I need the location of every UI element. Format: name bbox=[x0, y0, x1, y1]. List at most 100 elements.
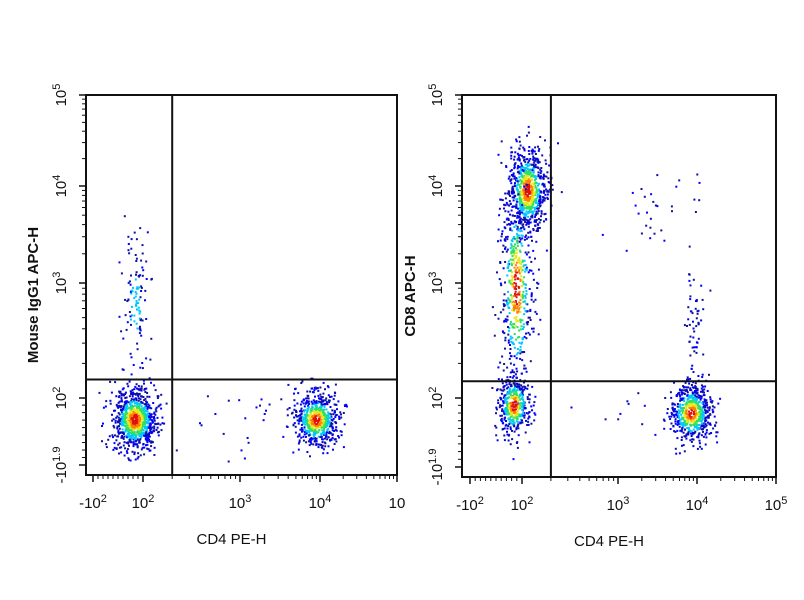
event-dot bbox=[517, 277, 520, 280]
event-dot bbox=[524, 221, 527, 223]
event-dot bbox=[686, 413, 689, 416]
event-dot bbox=[532, 157, 535, 159]
event-dot bbox=[318, 415, 321, 418]
event-dot bbox=[518, 222, 521, 225]
event-dot bbox=[319, 424, 322, 427]
event-dot bbox=[513, 412, 516, 414]
event-dot bbox=[505, 320, 508, 323]
event-dot bbox=[302, 422, 305, 425]
tick-exponent: 5 bbox=[427, 84, 439, 90]
event-dot bbox=[519, 144, 522, 147]
event-dot bbox=[539, 175, 542, 178]
event-dot bbox=[507, 413, 510, 416]
event-dot bbox=[505, 383, 508, 386]
event-dot bbox=[142, 425, 145, 428]
event-dot bbox=[698, 199, 701, 202]
event-dot bbox=[306, 390, 309, 393]
event-dot bbox=[519, 219, 522, 222]
event-dot bbox=[631, 191, 634, 194]
event-dot bbox=[512, 173, 515, 176]
event-dot bbox=[505, 250, 508, 253]
event-dot bbox=[147, 448, 150, 451]
event-dot bbox=[516, 411, 519, 414]
event-dot bbox=[129, 414, 132, 417]
event-dot bbox=[334, 414, 337, 417]
event-dot bbox=[491, 306, 494, 309]
event-dot bbox=[124, 393, 127, 396]
event-dot bbox=[706, 401, 708, 404]
event-dot bbox=[517, 166, 520, 169]
event-dot bbox=[690, 430, 693, 433]
event-dot bbox=[131, 415, 134, 418]
event-dot bbox=[135, 302, 138, 305]
event-dot bbox=[699, 398, 702, 401]
event-dot bbox=[530, 292, 533, 295]
event-dot bbox=[673, 430, 676, 433]
event-dot bbox=[514, 405, 517, 408]
event-dot bbox=[134, 421, 136, 424]
event-dot bbox=[538, 200, 541, 203]
event-dot bbox=[703, 404, 706, 407]
event-dot bbox=[541, 154, 544, 157]
event-dot bbox=[696, 341, 699, 344]
event-dot bbox=[122, 405, 125, 408]
event-dot bbox=[512, 403, 514, 406]
event-dot bbox=[298, 420, 301, 423]
event-dot bbox=[715, 421, 718, 424]
event-dot bbox=[525, 183, 528, 186]
event-dot bbox=[521, 203, 524, 205]
event-dot bbox=[695, 408, 698, 411]
event-dot bbox=[515, 428, 518, 431]
event-dot bbox=[312, 410, 315, 413]
event-dot bbox=[504, 281, 506, 284]
event-dot bbox=[518, 220, 521, 223]
event-dot bbox=[525, 167, 528, 169]
event-dot bbox=[523, 238, 526, 241]
event-dot bbox=[534, 181, 537, 184]
event-dot bbox=[320, 398, 323, 400]
event-dot bbox=[691, 404, 694, 407]
event-dot bbox=[527, 225, 530, 228]
event-dot bbox=[519, 422, 522, 425]
event-dot bbox=[526, 173, 529, 176]
event-dot bbox=[134, 458, 137, 461]
event-dot bbox=[286, 408, 289, 411]
event-dot bbox=[121, 388, 124, 391]
event-dot bbox=[524, 387, 527, 390]
event-dot bbox=[528, 181, 531, 183]
event-dot bbox=[679, 399, 682, 402]
event-dot bbox=[526, 167, 529, 170]
event-dot bbox=[145, 260, 148, 263]
event-dot bbox=[518, 385, 521, 388]
event-dot bbox=[322, 411, 324, 414]
event-dot bbox=[134, 438, 137, 441]
event-dot bbox=[133, 404, 136, 407]
event-dot bbox=[130, 424, 133, 426]
event-dot bbox=[337, 435, 340, 437]
event-dot bbox=[307, 440, 310, 443]
event-dot bbox=[676, 403, 679, 405]
event-dot bbox=[509, 428, 512, 431]
event-dot bbox=[518, 210, 521, 212]
event-dot bbox=[115, 439, 118, 442]
event-dot bbox=[139, 425, 142, 428]
event-dot bbox=[148, 435, 151, 438]
event-dot bbox=[686, 391, 689, 394]
event-dot bbox=[519, 186, 522, 189]
event-dot bbox=[497, 153, 500, 156]
tick-exponent: 5 bbox=[51, 84, 63, 90]
event-dot bbox=[109, 402, 112, 405]
event-dot bbox=[515, 184, 518, 187]
event-dot bbox=[528, 269, 531, 272]
event-dot bbox=[523, 335, 526, 338]
x-tick-label: -102 bbox=[79, 493, 107, 512]
event-dot bbox=[328, 425, 331, 428]
event-dot bbox=[503, 303, 506, 306]
event-dot bbox=[123, 408, 125, 411]
event-dot bbox=[335, 429, 338, 432]
event-dot bbox=[697, 419, 700, 422]
event-dot bbox=[520, 220, 523, 223]
event-dot bbox=[128, 311, 131, 313]
event-dot bbox=[507, 392, 510, 395]
event-dot bbox=[157, 434, 160, 437]
